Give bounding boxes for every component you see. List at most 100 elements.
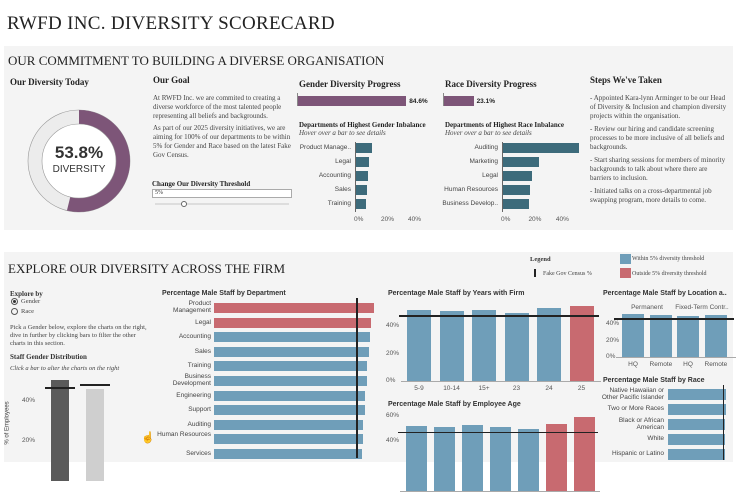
gender-progress-axis <box>297 93 298 106</box>
dept-bar[interactable] <box>214 346 369 357</box>
bar[interactable] <box>462 424 483 491</box>
dept-bar[interactable] <box>214 332 371 343</box>
x-tick: Remote <box>704 361 728 368</box>
race-bar[interactable] <box>668 419 726 430</box>
dept-bar[interactable] <box>356 185 368 195</box>
axis-tick: 40% <box>408 216 422 223</box>
dept-chart: Product Management Legal Accounting Sales Tr… <box>150 298 380 459</box>
axis-tick: 20% <box>381 216 395 223</box>
dept-label: Auditing <box>187 420 212 428</box>
race-bar[interactable] <box>668 434 725 445</box>
commitment-heading: OUR COMMITMENT TO BUILDING A DIVERSE ORG… <box>8 53 385 68</box>
radio-race-circle[interactable] <box>11 308 18 315</box>
x-tick: 24 <box>545 385 553 392</box>
axis-tick: 40% <box>555 216 569 223</box>
dept-bar[interactable] <box>214 317 371 328</box>
years-chart-title: Percentage Male Staff by Years with Firm <box>388 290 525 297</box>
race-progress-bar[interactable] <box>444 96 474 106</box>
radio-gender-circle[interactable] <box>11 298 18 305</box>
dept-bar[interactable] <box>503 157 540 167</box>
age-chart: 40% 60% <box>380 410 600 492</box>
census-line <box>399 315 599 317</box>
bar[interactable] <box>472 310 496 381</box>
census-line <box>356 298 358 458</box>
bar[interactable] <box>704 314 727 357</box>
race-progress-label: 23.1% <box>476 98 495 105</box>
x-tick: 5-9 <box>414 385 424 392</box>
dept-bar[interactable] <box>503 171 533 181</box>
bar[interactable] <box>569 306 594 381</box>
threshold-label: Change Our Diversity Threshold <box>152 180 251 188</box>
race-label: Two or More Races <box>607 405 664 412</box>
dept-bar[interactable] <box>356 143 373 153</box>
bar[interactable] <box>574 417 595 491</box>
dept-bar[interactable] <box>356 199 367 209</box>
y-tick: 60% <box>386 412 400 419</box>
dept-bar[interactable] <box>214 449 362 459</box>
page-title: RWFD INC. DIVERSITY SCORECARD <box>7 13 335 34</box>
y-tick: 40% <box>22 397 36 404</box>
commitment-panel <box>4 46 733 230</box>
dept-chart-title: Percentage Male Staff by Department <box>162 290 286 297</box>
radio-race-label: Race <box>21 308 34 315</box>
race-bar[interactable] <box>668 449 725 460</box>
explore-heading: EXPLORE OUR DIVERSITY ACROSS THE FIRM <box>8 261 286 276</box>
dept-bar[interactable] <box>356 157 369 167</box>
bar[interactable] <box>649 314 672 357</box>
threshold-input[interactable]: 5% <box>152 189 292 198</box>
dept-bar[interactable] <box>214 390 365 401</box>
dept-bar[interactable] <box>214 303 374 313</box>
gender-bar[interactable] <box>51 380 69 481</box>
dept-bar[interactable] <box>356 171 369 181</box>
bar[interactable] <box>434 427 455 491</box>
dept-bar[interactable] <box>214 419 364 430</box>
bar[interactable] <box>622 314 644 357</box>
radio-race[interactable]: Race <box>11 308 34 315</box>
dept-label: Training <box>327 200 351 207</box>
dept-bar[interactable] <box>214 405 365 416</box>
x-tick: 23 <box>512 385 521 392</box>
dept-bar[interactable] <box>214 434 364 445</box>
explore-instructions: Pick a Gender below, explore the charts … <box>10 324 147 347</box>
x-tick: HQ <box>683 361 693 368</box>
goal-paragraph-1: At RWFD Inc. we are commited to creating… <box>153 94 282 120</box>
gender-dept-chart: Product Manage.. Legal Accounting Sales Trai… <box>290 140 430 230</box>
years-chart: 0% 20% 40% 5-9 10-14 15+ 23 24 25 <box>380 298 601 398</box>
location-chart: 0% 20% 40% HQ Remote HQ Remote Permanent Fixed-T… <box>600 298 736 378</box>
diversity-donut[interactable] <box>26 108 132 214</box>
threshold-slider-handle[interactable] <box>181 201 187 207</box>
bar[interactable] <box>439 310 464 381</box>
axis-line <box>355 142 356 212</box>
step-2: - Review our hiring and candidate screen… <box>590 125 725 151</box>
axis-tick: 0% <box>501 216 511 223</box>
bar[interactable] <box>490 427 511 491</box>
radio-gender[interactable]: Gender <box>11 298 40 305</box>
gender-progress-bar[interactable] <box>298 96 407 106</box>
census-line <box>45 387 75 389</box>
race-bar[interactable] <box>668 404 726 415</box>
legend-outside-label: Outside 5% diversity threshold <box>632 271 707 277</box>
bar[interactable] <box>407 310 431 381</box>
bar[interactable] <box>504 312 529 381</box>
dept-bar[interactable] <box>503 143 579 153</box>
dept-bar[interactable] <box>503 199 529 209</box>
y-tick: 20% <box>386 349 400 357</box>
donut-segment-diversity[interactable] <box>66 110 131 212</box>
dept-bar[interactable] <box>503 185 531 195</box>
bar[interactable] <box>537 308 561 381</box>
race-bar[interactable] <box>668 389 726 400</box>
bar[interactable] <box>677 315 699 357</box>
race-label: White <box>647 435 664 442</box>
gender-bar[interactable] <box>86 389 104 481</box>
dept-bar[interactable] <box>214 376 368 386</box>
diversity-today-title: Our Diversity Today <box>10 77 89 87</box>
dept-label: Legal <box>195 318 211 326</box>
race-dept-hint: Hover over a bar to see details <box>445 129 532 137</box>
bar[interactable] <box>406 426 427 491</box>
dept-label: Auditing <box>474 144 499 151</box>
dept-bar[interactable] <box>214 361 368 372</box>
threshold-slider-track[interactable] <box>155 203 289 205</box>
bar[interactable] <box>518 429 539 491</box>
bar[interactable] <box>546 424 567 491</box>
legend-outside-swatch <box>620 268 631 278</box>
